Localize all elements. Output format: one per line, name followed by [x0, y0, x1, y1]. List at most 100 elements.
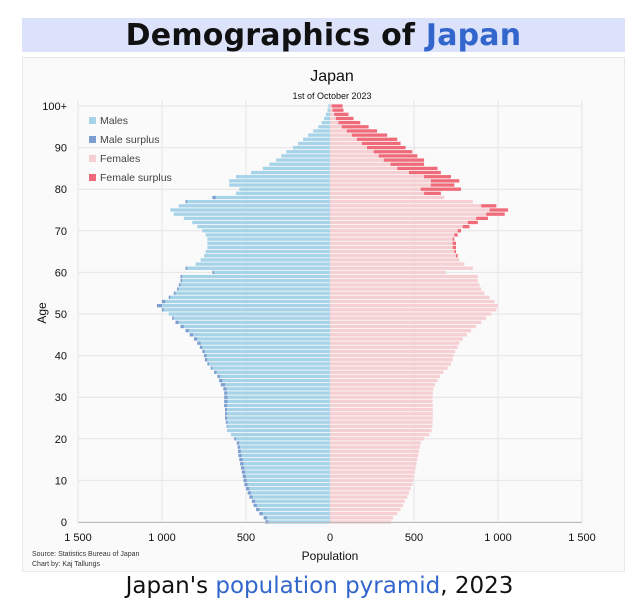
- bar-male-age-48: [178, 320, 330, 324]
- bar-female-surplus-age-65: [454, 249, 456, 254]
- bar-female-age-60: [330, 270, 446, 275]
- bar-female-age-85: [330, 166, 398, 171]
- bar-male-age-93: [308, 133, 330, 137]
- bar-female-age-96: [330, 120, 339, 125]
- bar-female-age-8: [330, 487, 411, 491]
- bar-female-surplus-age-88: [378, 154, 418, 158]
- bar-male-surplus-age-53: [162, 299, 166, 304]
- bar-female-age-3: [330, 507, 401, 512]
- bar-male-surplus-age-6: [249, 495, 253, 499]
- bar-female-age-88: [330, 154, 379, 158]
- y-tick-label: 70: [55, 226, 67, 238]
- bar-male-surplus-age-20: [234, 437, 236, 441]
- bar-male-age-36: [216, 370, 330, 374]
- bar-female-surplus-age-100: [331, 104, 343, 108]
- bar-female-surplus-age-81: [430, 183, 455, 187]
- x-axis-label: Population: [302, 549, 359, 563]
- bar-male-age-86: [269, 162, 330, 166]
- bar-female-age-16: [330, 453, 419, 458]
- bar-female-age-89: [330, 150, 374, 154]
- bar-female-age-2: [330, 512, 398, 516]
- bar-male-age-57: [180, 283, 330, 287]
- bar-female-age-26: [330, 412, 433, 416]
- bar-female-surplus-age-99: [332, 108, 344, 112]
- bar-male-age-56: [178, 287, 330, 291]
- bar-female-age-100: [330, 104, 332, 108]
- bar-male-surplus-age-19: [236, 441, 240, 445]
- bar-female-age-15: [330, 457, 418, 462]
- bar-female-age-81: [330, 183, 431, 187]
- bar-male-surplus-age-46: [185, 328, 189, 333]
- bar-male-age-12: [245, 470, 330, 474]
- bar-male-age-18: [240, 445, 330, 449]
- bar-female-age-70: [330, 229, 458, 233]
- bar-male-age-94: [313, 129, 330, 133]
- bar-male-age-67: [207, 241, 330, 245]
- bar-male-surplus-age-48: [175, 320, 179, 324]
- bar-male-surplus-age-78: [212, 195, 216, 200]
- bar-male-age-33: [225, 383, 330, 387]
- bar-male-age-16: [241, 453, 330, 458]
- bar-female-age-62: [330, 262, 465, 266]
- bar-male-age-55: [175, 291, 330, 295]
- bar-male-surplus-age-41: [202, 349, 205, 354]
- bar-female-age-52: [330, 304, 498, 308]
- bar-male-age-31: [227, 391, 330, 395]
- bar-female-age-37: [330, 366, 448, 370]
- y-tick-label: 30: [55, 392, 67, 404]
- bar-male-age-21: [230, 432, 330, 437]
- y-axis-label: Age: [35, 302, 49, 324]
- bar-male-surplus-age-30: [224, 395, 228, 399]
- bar-male-age-1: [267, 516, 330, 520]
- bar-female-age-19: [330, 441, 421, 445]
- bar-male-surplus-age-17: [237, 449, 241, 453]
- bar-male-age-34: [222, 378, 330, 383]
- bar-female-surplus-age-84: [408, 170, 441, 175]
- bar-male-surplus-age-18: [237, 445, 241, 449]
- bar-female-surplus-age-69: [454, 233, 458, 237]
- bar-male-surplus-age-13: [240, 466, 245, 470]
- bar-male-age-14: [243, 462, 330, 466]
- bar-female-age-29: [330, 399, 433, 404]
- bar-male-age-95: [318, 125, 330, 129]
- x-tick-label: 1 000: [148, 532, 176, 544]
- bar-male-surplus-age-32: [223, 387, 227, 391]
- page-title-link[interactable]: Japan: [425, 17, 522, 53]
- y-tick-label: 60: [55, 267, 67, 279]
- bar-female-age-38: [330, 362, 451, 366]
- bar-female-age-49: [330, 316, 487, 320]
- bar-female-age-7: [330, 491, 409, 495]
- bar-male-age-38: [209, 362, 330, 366]
- bar-female-age-67: [330, 241, 453, 245]
- bar-male-age-63: [200, 258, 330, 262]
- bar-female-age-63: [330, 258, 460, 262]
- bar-male-age-35: [219, 374, 330, 379]
- bar-female-surplus-age-89: [373, 150, 413, 154]
- legend-swatch: [89, 117, 96, 124]
- bar-female-age-95: [330, 125, 342, 129]
- bar-male-surplus-age-12: [241, 470, 246, 474]
- bar-male-age-28: [227, 403, 330, 408]
- y-tick-label: 90: [55, 143, 67, 155]
- bar-male-age-71: [197, 224, 330, 229]
- bar-male-age-77: [187, 200, 330, 204]
- bar-male-age-8: [249, 487, 330, 491]
- legend-label: Females: [100, 153, 140, 165]
- bar-female-surplus-age-72: [467, 220, 478, 225]
- caption-link[interactable]: population pyramid: [215, 573, 441, 599]
- bar-female-age-4: [330, 503, 404, 508]
- bar-male-surplus-age-59: [180, 274, 183, 279]
- bar-male-surplus-age-42: [199, 345, 203, 349]
- y-tick-label: 0: [61, 517, 67, 529]
- bar-female-age-98: [330, 112, 335, 116]
- bar-female-age-83: [330, 175, 425, 179]
- bar-female-surplus-age-82: [430, 179, 460, 183]
- bar-female-age-30: [330, 395, 433, 399]
- bar-female-surplus-age-97: [335, 116, 354, 121]
- bar-female-surplus-age-64: [456, 254, 458, 258]
- bar-male-surplus-age-10: [243, 478, 247, 483]
- bar-male-age-50: [168, 312, 330, 316]
- bar-male-surplus-age-1: [263, 516, 267, 520]
- bar-male-surplus-age-31: [224, 391, 228, 395]
- x-tick-label: 500: [405, 532, 423, 544]
